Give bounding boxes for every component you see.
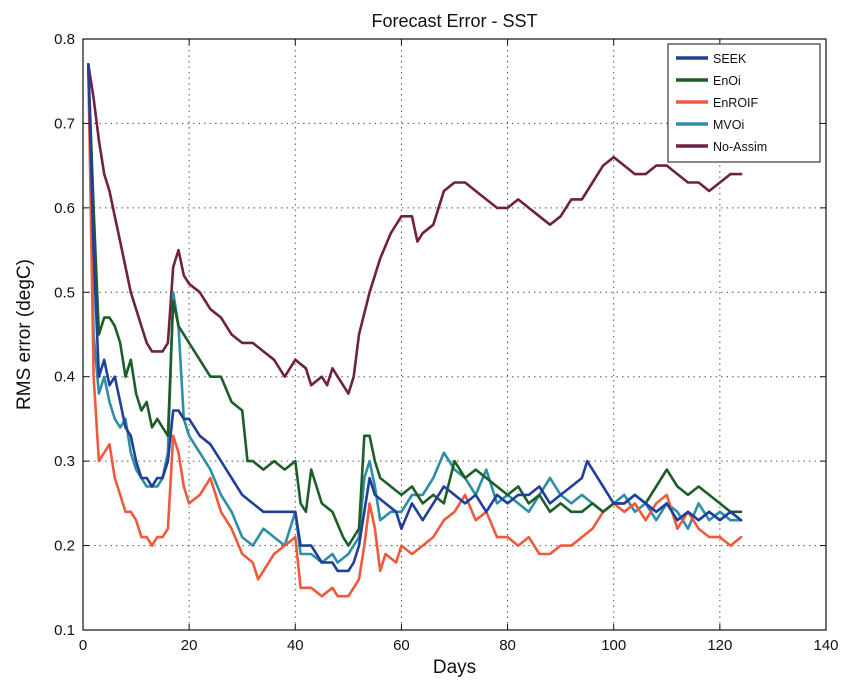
chart-title: Forecast Error - SST <box>371 11 537 31</box>
x-tick-label: 120 <box>707 637 732 654</box>
x-axis-label: Days <box>433 657 476 678</box>
axis-ticks: 0 20 40 60 80 100 120 140 0.1 0.2 0.3 0.4 0.5 0.6 0.7 0… <box>54 31 838 654</box>
legend-entry-label: EnOi <box>713 74 741 88</box>
x-tick-label: 140 <box>813 637 838 654</box>
y-tick-label: 0.6 <box>54 200 75 217</box>
x-tick-label: 60 <box>393 637 410 654</box>
series-line-enoi <box>87 63 743 547</box>
x-tick-label: 40 <box>287 637 304 654</box>
legend: SEEK EnOi EnROIF MVOi No-Assim <box>667 43 821 163</box>
y-axis-label: RMS error (degC) <box>14 259 35 410</box>
legend-entry-label: No-Assim <box>713 140 767 154</box>
y-tick-label: 0.7 <box>54 115 75 132</box>
legend-entry-label: SEEK <box>713 52 747 66</box>
x-tick-label: 80 <box>499 637 516 654</box>
y-tick-label: 0.5 <box>54 284 75 301</box>
plot-area-frame <box>82 38 827 631</box>
legend-entry-label: EnROIF <box>713 96 759 110</box>
series-line-no-assim <box>87 63 743 395</box>
x-tick-label: 100 <box>601 637 626 654</box>
series-line-seek <box>87 63 743 573</box>
y-tick-label: 0.8 <box>54 31 75 48</box>
y-tick-label: 0.1 <box>54 622 75 639</box>
series-lines <box>87 63 743 598</box>
legend-entry-label: MVOi <box>713 118 744 132</box>
y-tick-label: 0.3 <box>54 453 75 470</box>
y-tick-label: 0.4 <box>54 369 75 386</box>
x-tick-label: 20 <box>181 637 198 654</box>
x-tick-label: 0 <box>79 637 87 654</box>
y-tick-label: 0.2 <box>54 538 75 555</box>
